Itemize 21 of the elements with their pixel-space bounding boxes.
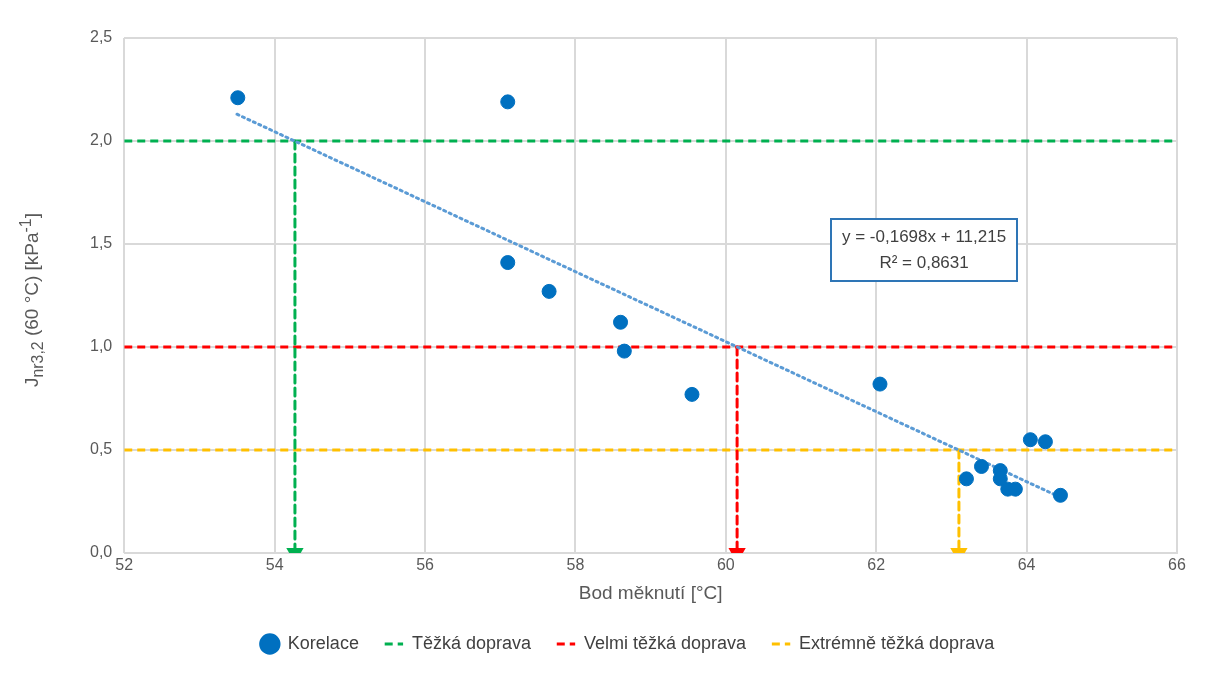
y-tick-label: 1,5 [89,234,113,252]
annotation: y = -0,1698x + 11,215 [842,226,1007,248]
x-tick-label: 58 [566,556,585,574]
annotation: R² = 0,8631 [878,252,970,274]
x-tick-label: 60 [716,556,735,574]
x-tick-label: 52 [115,556,134,574]
legend-label: Těžká doprava [411,632,532,653]
x-tick-label: 56 [416,556,435,574]
x-tick-label: 66 [1168,556,1186,574]
y-tick-label: 2,0 [89,131,113,149]
legend-label: Velmi těžká doprava [583,632,748,653]
x-tick-label: 54 [265,556,284,574]
y-tick-label: 2,5 [89,28,113,46]
legend-label: Extrémně těžká doprava [799,632,996,653]
x-axis-title: Bod měknutí [°C] [578,581,723,603]
y-tick-label: 0,0 [89,543,113,561]
x-tick-label: 62 [867,556,886,574]
x-tick-label: 64 [1017,556,1036,574]
y-tick-label: 0,5 [89,440,113,458]
y-tick-label: 1,0 [89,337,113,355]
legend-label: Korelace [287,632,359,653]
